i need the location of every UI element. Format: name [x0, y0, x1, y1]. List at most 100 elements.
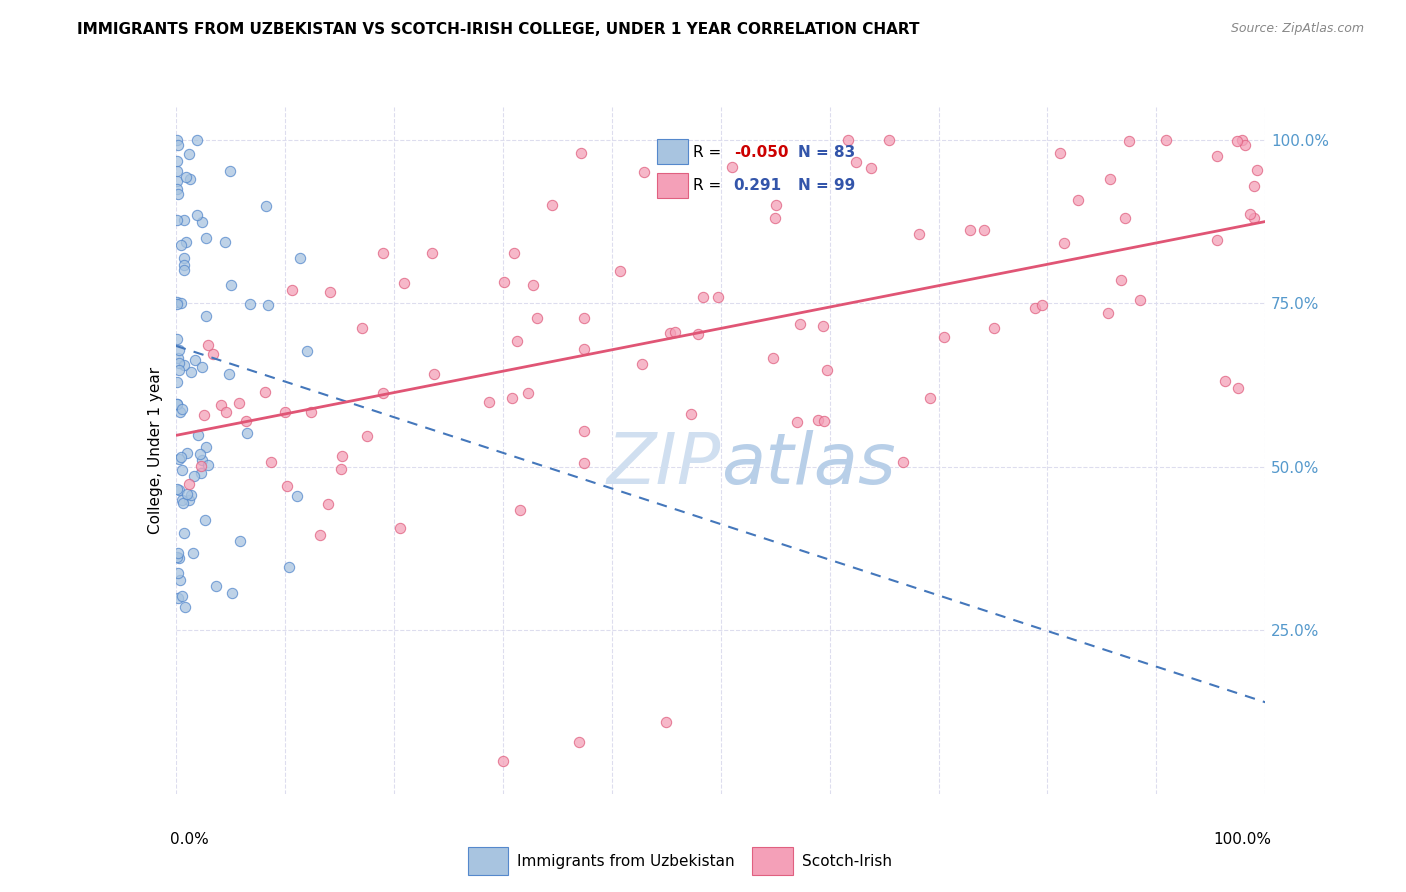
- Point: [1213, 375, 1236, 389]
- Point: [572, 310, 595, 325]
- Point: [655, 714, 678, 729]
- Point: [631, 357, 654, 371]
- Point: [166, 295, 188, 310]
- Point: [221, 586, 243, 600]
- Point: [1049, 146, 1071, 161]
- Point: [173, 358, 195, 372]
- Point: [1128, 293, 1150, 307]
- Point: [285, 489, 308, 503]
- Point: [194, 513, 217, 527]
- Point: [166, 137, 188, 152]
- Point: [786, 415, 808, 429]
- Point: [180, 365, 202, 379]
- Point: [1239, 207, 1261, 221]
- Point: [166, 212, 188, 227]
- Bar: [657, 139, 688, 164]
- Point: [526, 310, 548, 325]
- Point: [169, 573, 191, 587]
- Point: [1243, 179, 1265, 194]
- Point: [1154, 133, 1177, 147]
- Point: [692, 290, 714, 304]
- Point: [195, 440, 218, 454]
- Point: [288, 251, 311, 265]
- Text: Immigrants from Uzbekistan: Immigrants from Uzbekistan: [517, 854, 735, 869]
- Point: [1230, 133, 1253, 147]
- Point: [174, 600, 197, 615]
- Point: [1243, 211, 1265, 225]
- Point: [186, 133, 208, 147]
- Point: [190, 458, 212, 473]
- Point: [274, 405, 297, 419]
- Point: [197, 458, 219, 472]
- Point: [260, 455, 283, 469]
- Point: [609, 264, 631, 278]
- Point: [167, 483, 190, 497]
- Point: [166, 482, 188, 496]
- Point: [219, 278, 242, 293]
- Point: [166, 546, 188, 560]
- Point: [478, 395, 501, 409]
- Point: [218, 367, 240, 381]
- Point: [813, 414, 835, 428]
- Point: [188, 447, 211, 461]
- Point: [173, 251, 195, 265]
- Point: [190, 215, 212, 229]
- Point: [1114, 211, 1136, 226]
- Point: [707, 290, 730, 304]
- Text: 0.0%: 0.0%: [170, 831, 209, 847]
- Point: [276, 479, 298, 493]
- Point: [1053, 236, 1076, 251]
- Point: [973, 223, 995, 237]
- Point: [1205, 149, 1227, 163]
- Text: 100.0%: 100.0%: [1213, 831, 1271, 847]
- Point: [170, 450, 193, 464]
- Point: [492, 754, 515, 768]
- Point: [167, 451, 190, 466]
- Text: R =: R =: [693, 145, 725, 160]
- Point: [167, 343, 190, 357]
- Point: [295, 344, 318, 359]
- Text: Source: ZipAtlas.com: Source: ZipAtlas.com: [1230, 22, 1364, 36]
- Point: [277, 560, 299, 574]
- Point: [191, 453, 214, 467]
- Point: [239, 297, 262, 311]
- Point: [352, 321, 374, 335]
- Text: atlas: atlas: [721, 430, 896, 499]
- Text: Scotch-Irish: Scotch-Irish: [801, 854, 891, 869]
- Point: [176, 235, 198, 250]
- Point: [202, 347, 225, 361]
- Text: ZIP: ZIP: [606, 430, 721, 499]
- Point: [1031, 298, 1053, 312]
- Point: [179, 171, 201, 186]
- Point: [1109, 273, 1132, 287]
- Point: [1098, 171, 1121, 186]
- Point: [420, 245, 443, 260]
- Point: [195, 230, 218, 244]
- Point: [235, 414, 257, 428]
- Point: [172, 496, 194, 510]
- Text: IMMIGRANTS FROM UZBEKISTAN VS SCOTCH-IRISH COLLEGE, UNDER 1 YEAR CORRELATION CHA: IMMIGRANTS FROM UZBEKISTAN VS SCOTCH-IRI…: [77, 22, 920, 37]
- Point: [166, 351, 188, 365]
- Point: [169, 405, 191, 419]
- Point: [236, 425, 259, 440]
- Point: [330, 450, 353, 464]
- Point: [191, 360, 214, 375]
- Point: [891, 455, 914, 469]
- Point: [170, 238, 193, 252]
- Point: [860, 161, 883, 175]
- Point: [187, 427, 209, 442]
- Point: [167, 357, 190, 371]
- Point: [174, 169, 197, 184]
- Point: [166, 297, 188, 311]
- Point: [371, 246, 394, 260]
- Text: N = 83: N = 83: [799, 145, 856, 160]
- Point: [1118, 134, 1140, 148]
- Point: [1067, 193, 1090, 207]
- Point: [688, 327, 710, 342]
- Point: [166, 133, 188, 147]
- Point: [501, 391, 523, 405]
- Point: [173, 525, 195, 540]
- Point: [254, 199, 277, 213]
- Point: [516, 386, 538, 401]
- Point: [166, 182, 188, 196]
